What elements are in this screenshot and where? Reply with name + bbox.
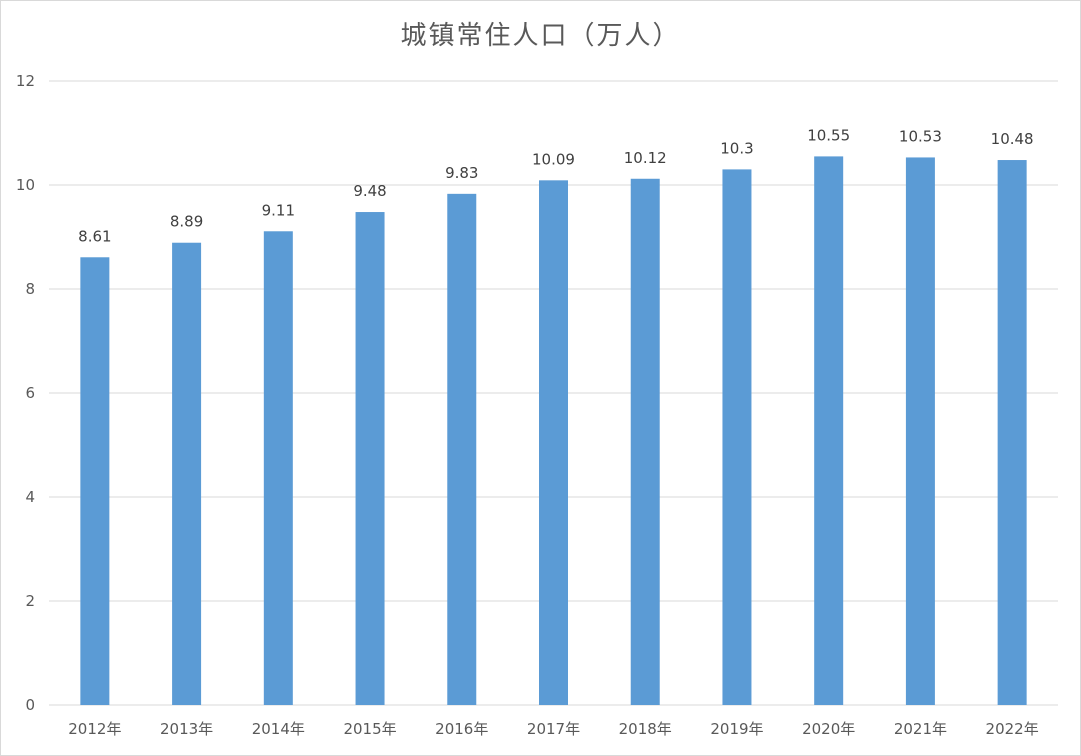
x-tick-label: 2019年	[710, 720, 763, 738]
bar	[172, 242, 202, 705]
y-tick-label: 0	[25, 696, 35, 714]
data-label: 10.3	[720, 139, 753, 157]
y-tick-label: 6	[25, 384, 35, 402]
x-tick-label: 2012年	[68, 720, 121, 738]
x-tick-label: 2013年	[160, 720, 213, 738]
y-tick-label: 2	[25, 592, 35, 610]
y-tick-label: 10	[16, 176, 35, 194]
bar	[997, 160, 1027, 706]
x-tick-label: 2017年	[527, 720, 580, 738]
data-label: 10.12	[624, 149, 667, 167]
y-tick-label: 12	[16, 72, 35, 90]
bar	[355, 212, 385, 706]
x-tick-label: 2018年	[619, 720, 672, 738]
bar	[539, 180, 568, 705]
y-tick-label: 4	[25, 488, 35, 506]
chart-title: 城镇常住人口（万人）	[400, 21, 681, 51]
data-label: 10.09	[532, 150, 575, 168]
bar	[814, 156, 844, 705]
data-label: 9.11	[262, 201, 295, 219]
x-tick-label: 2014年	[252, 720, 305, 738]
data-label: 8.61	[78, 227, 111, 245]
bar	[630, 178, 660, 705]
data-label: 10.48	[991, 130, 1034, 148]
data-label: 9.48	[353, 182, 386, 200]
x-tick-label: 2021年	[894, 720, 947, 738]
x-tick-label: 2015年	[343, 720, 396, 738]
data-label: 9.83	[445, 164, 478, 182]
bar	[447, 193, 477, 705]
bar	[263, 231, 293, 705]
data-label: 8.89	[170, 213, 203, 231]
bar	[905, 157, 935, 705]
bar	[80, 257, 110, 705]
bar	[722, 169, 752, 705]
data-label: 10.53	[899, 127, 942, 145]
x-tick-label: 2022年	[986, 720, 1039, 738]
x-tick-label: 2020年	[802, 720, 855, 738]
y-tick-label: 8	[25, 280, 35, 298]
x-tick-label: 2016年	[435, 720, 488, 738]
data-label: 10.55	[807, 126, 850, 144]
